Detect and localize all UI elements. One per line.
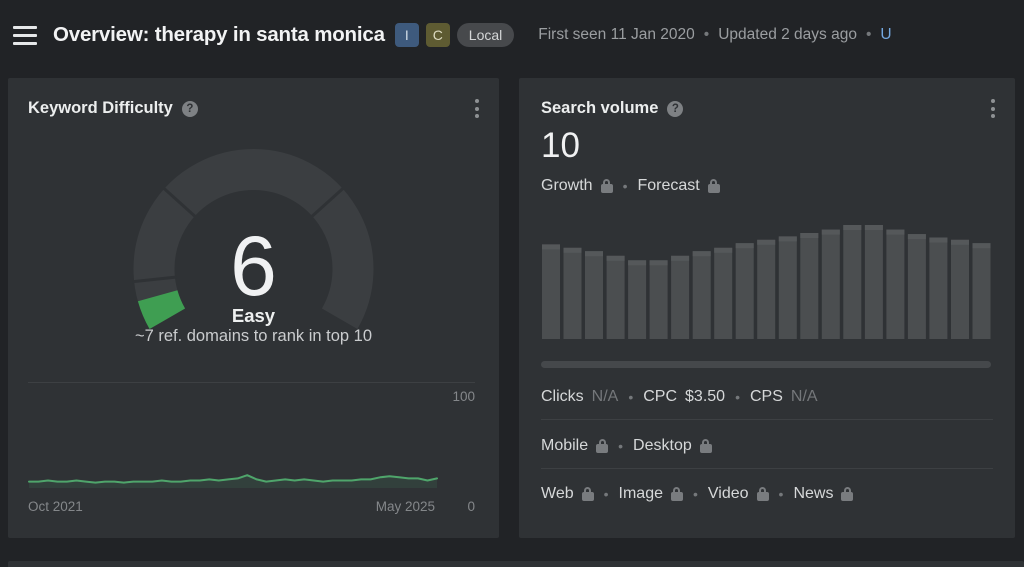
kd-subtitle: ~7 ref. domains to rank in top 10	[134, 327, 373, 345]
sv-growth-forecast-row: Growth • Forecast	[541, 177, 720, 195]
bullet-separator: •	[865, 26, 872, 43]
clicks-metric-value: N/A	[591, 388, 619, 405]
kd-axis-end-label: May 2025	[375, 499, 435, 514]
kd-history-chart	[28, 474, 438, 488]
image-link-label: Image	[618, 485, 663, 502]
kd-axis-start-label: Oct 2021	[28, 499, 83, 514]
top-bar: Overview: therapy in santa monica I C Lo…	[0, 0, 1024, 70]
bullet-separator: •	[735, 389, 740, 405]
updated-text: Updated 2 days ago	[718, 26, 857, 43]
lock-icon	[600, 179, 613, 193]
search-volume-card: Search volume ? 10 Growth • Forecast Click…	[519, 78, 1015, 538]
clicks-metric-label: Clicks	[541, 388, 584, 405]
mobile-link[interactable]: Mobile	[541, 437, 609, 455]
lock-icon	[581, 487, 594, 501]
commercial-intent-badge[interactable]: C	[425, 23, 450, 47]
informational-intent-badge[interactable]: I	[394, 23, 419, 47]
kebab-menu-icon[interactable]	[985, 96, 1001, 121]
sv-metrics-row: Clicks N/A • CPC $3.50 • CPS N/A	[541, 388, 818, 406]
sv-card-header: Search volume ?	[541, 96, 1001, 121]
bullet-separator: •	[778, 486, 784, 502]
cpc-metric-label: CPC	[643, 388, 678, 405]
menu-icon[interactable]	[13, 25, 37, 45]
bullet-separator: •	[622, 178, 628, 194]
growth-link[interactable]: Growth	[541, 177, 613, 195]
lock-icon	[699, 439, 712, 453]
web-link[interactable]: Web	[541, 485, 594, 503]
help-icon[interactable]: ?	[667, 100, 684, 117]
cps-metric: CPS N/A	[750, 388, 818, 406]
kebab-menu-icon[interactable]	[469, 96, 485, 121]
web-link-label: Web	[541, 485, 574, 502]
bullet-separator: •	[703, 26, 710, 43]
bullet-separator: •	[628, 389, 634, 405]
desktop-link-label: Desktop	[633, 437, 692, 454]
lock-icon	[841, 487, 854, 501]
lock-icon	[670, 487, 683, 501]
clicks-metric: Clicks N/A	[541, 388, 618, 406]
kd-difficulty-label: Easy	[231, 305, 276, 326]
image-link[interactable]: Image	[619, 485, 683, 503]
kd-axis-max: 100	[452, 389, 475, 404]
mobile-link-label: Mobile	[541, 437, 589, 454]
keyword-meta: First seen 11 Jan 2020 • Updated 2 days …	[538, 26, 891, 44]
video-link-label: Video	[707, 485, 749, 502]
kd-title: Keyword Difficulty	[28, 99, 173, 117]
divider	[541, 468, 993, 469]
intent-badges: I C Local	[394, 23, 515, 47]
cpc-metric: CPC $3.50	[643, 388, 725, 406]
divider	[541, 419, 993, 420]
sv-value: 10	[541, 126, 580, 165]
local-intent-badge[interactable]: Local	[456, 23, 515, 47]
update-link[interactable]: U	[880, 26, 892, 43]
bullet-separator: •	[692, 486, 698, 502]
lock-icon	[756, 487, 769, 501]
help-icon[interactable]: ?	[181, 100, 198, 117]
growth-link-label: Growth	[541, 177, 593, 194]
first-seen-text: First seen 11 Jan 2020	[538, 26, 695, 43]
next-section-panel-edge	[8, 561, 1024, 567]
lock-icon	[707, 179, 720, 193]
cps-metric-label: CPS	[749, 388, 783, 405]
sv-title: Search volume	[541, 99, 659, 117]
bullet-separator: •	[618, 438, 624, 454]
kd-card-header: Keyword Difficulty ?	[28, 96, 485, 121]
kd-value: 6	[230, 219, 277, 313]
kd-gauge	[132, 149, 374, 329]
cpc-metric-value: $3.50	[685, 388, 726, 405]
sv-devices-row: Mobile • Desktop	[541, 437, 712, 455]
forecast-link-label: Forecast	[637, 177, 700, 194]
sv-platforms-row: Web • Image • Video • News	[541, 485, 854, 503]
chart-scrollbar[interactable]	[541, 361, 991, 368]
news-link[interactable]: News	[793, 485, 854, 503]
sv-trend-bar-chart	[542, 225, 991, 339]
lock-icon	[596, 439, 609, 453]
bullet-separator: •	[603, 486, 609, 502]
divider	[28, 382, 475, 383]
cps-metric-value: N/A	[790, 388, 818, 405]
kd-axis-min: 0	[467, 499, 475, 514]
desktop-link[interactable]: Desktop	[633, 437, 712, 455]
keyword-difficulty-card: Keyword Difficulty ? 6 Easy ~7 ref. doma…	[8, 78, 499, 538]
page-title: Overview: therapy in santa monica	[53, 23, 385, 46]
news-link-label: News	[793, 485, 834, 502]
video-link[interactable]: Video	[708, 485, 769, 503]
forecast-link[interactable]: Forecast	[637, 177, 720, 195]
